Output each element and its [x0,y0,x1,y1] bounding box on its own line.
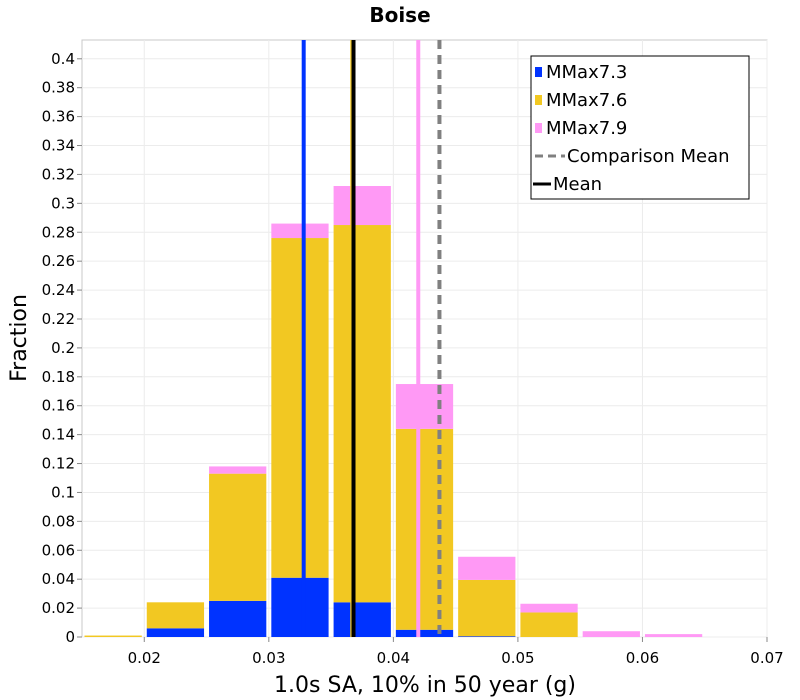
y-tick-label: 0.38 [42,79,75,97]
x-tick-label: 0.03 [252,649,285,667]
bar-mmax7-3 [209,600,267,637]
y-tick-label: 0.36 [42,108,75,126]
legend-comparison-mean-label: Comparison Mean [567,146,730,167]
bar-mmax7-9 [458,556,516,580]
y-tick-label: 0.24 [42,281,75,299]
bar-mmax7-3 [146,628,205,637]
x-tick-label: 0.04 [377,649,410,667]
x-tick-label: 0.05 [501,649,534,667]
y-tick-label: 0.32 [42,165,75,183]
y-tick-label: 0.34 [42,137,75,155]
y-tick-label: 0.16 [42,397,75,415]
bar-mmax7-3 [458,636,516,637]
bar-mmax7-6 [395,428,454,630]
bar-mmax7-3 [395,629,454,637]
y-tick-label: 0.14 [42,426,75,444]
legend-mmax7-6-label: MMax7.6 [546,90,627,111]
legend-mmax7-3-label: MMax7.3 [546,62,627,83]
y-axis-title: Fraction [7,294,32,382]
x-tick-label: 0.07 [750,649,783,667]
x-tick-label: 0.02 [128,649,161,667]
bar-mmax7-6 [458,579,516,637]
legend-mmax7-9-swatch [535,123,542,133]
chart-title: Boise [369,3,430,27]
bar-mmax7-9 [209,466,267,474]
bar-mmax7-3 [333,602,391,637]
x-axis-title: 1.0s SA, 10% in 50 year (g) [274,673,576,698]
y-tick-label: 0.22 [42,310,75,328]
x-tick-label: 0.06 [626,649,659,667]
bars-group [84,185,703,637]
bar-mmax7-6 [146,602,205,629]
y-tick-label: 0.4 [51,50,75,68]
legend-mmax7-9-label: MMax7.9 [546,118,627,139]
y-tick-label: 0.28 [42,223,75,241]
bar-mmax7-9 [333,185,391,226]
y-tick-label: 0.06 [42,541,75,559]
legend-mmax7-6-swatch [535,95,542,105]
y-axis: 0 0.02 0.04 0.06 0.08 0.1 0.12 0.14 0.16 0.18 0.2 0… [42,50,82,646]
y-tick-label: 0.26 [42,252,75,270]
bar-mmax7-9 [582,631,640,637]
bar-mmax7-9 [520,603,578,613]
bar-mmax7-6 [520,612,578,637]
y-tick-label: 0.2 [51,339,75,357]
y-tick-label: 0.18 [42,368,75,386]
bar-mmax7-6 [333,225,391,603]
y-tick-label: 0.12 [42,455,75,473]
bar-mmax7-3 [271,577,329,637]
y-tick-label: 0.02 [42,599,75,617]
bar-mmax7-9 [271,223,329,239]
bar-mmax7-6 [271,238,329,578]
y-tick-label: 0.08 [42,512,75,530]
legend-mean-label: Mean [553,174,602,195]
legend-box [530,55,750,200]
legend: MMax7.3 MMax7.6 MMax7.9 Comparison Mean Mean [530,55,750,200]
legend-mmax7-3-swatch [535,67,542,77]
y-tick-label: 0.3 [51,194,75,212]
bar-mmax7-6 [84,635,142,637]
bar-mmax7-9 [395,384,454,429]
mean-lines-group [301,40,442,637]
bar-mmax7-9 [644,634,703,637]
x-axis: 0.02 0.03 0.04 0.05 0.06 0.07 [128,637,784,667]
y-tick-label: 0.1 [51,483,75,501]
bar-mmax7-6 [209,473,267,601]
y-tick-label: 0.04 [42,570,75,588]
y-tick-label: 0 [65,628,75,646]
